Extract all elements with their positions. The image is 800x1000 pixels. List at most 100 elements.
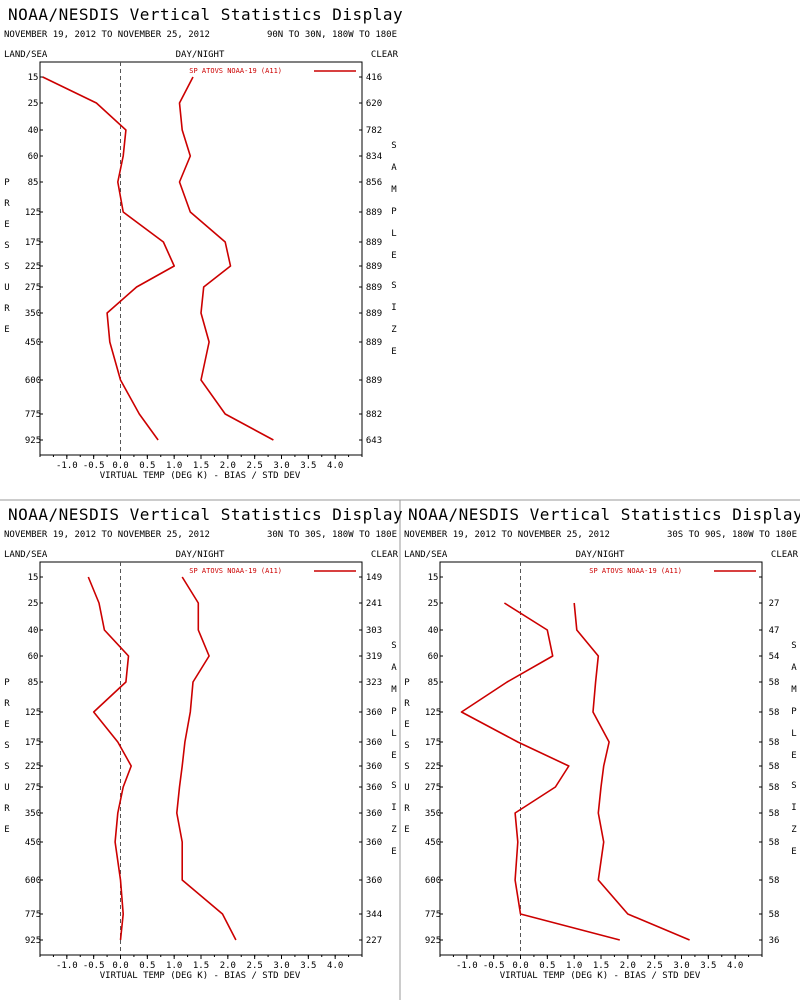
pressure-level-label: 25	[28, 99, 39, 109]
y2-axis-letter: M	[791, 685, 797, 695]
x-tick-label: 0.5	[539, 961, 555, 971]
region-label: 30S TO 90S, 180W TO 180E	[667, 530, 797, 540]
pressure-level-label: 350	[25, 809, 41, 819]
pressure-level-label: 85	[28, 678, 39, 688]
y-axis-letter: R	[4, 304, 10, 314]
land-sea-label: LAND/SEA	[404, 550, 448, 560]
y-axis-letter: R	[4, 699, 10, 709]
pressure-level-label: 775	[25, 910, 41, 920]
y2-axis-letter: I	[391, 803, 396, 813]
sample-size-label: 58	[769, 708, 780, 718]
y2-axis-letter: I	[791, 803, 796, 813]
y-axis-letter: R	[404, 699, 410, 709]
pressure-level-label: 600	[25, 876, 41, 886]
x-tick-label: -0.5	[83, 961, 105, 971]
y2-axis-letter: P	[391, 707, 397, 717]
sample-size-label: 360	[366, 876, 382, 886]
legend-label: SP ATOVS NOAA-19 (A11)	[189, 567, 282, 575]
y2-axis-letter: E	[791, 751, 796, 761]
panel-title: NOAA/NESDIS Vertical Statistics Display	[8, 5, 403, 24]
x-tick-label: 1.5	[193, 461, 209, 471]
region-label: 90N TO 30N, 180W TO 180E	[267, 30, 397, 40]
sample-size-label: 620	[366, 99, 382, 109]
y-axis-letter: S	[4, 741, 9, 751]
pressure-level-label: 275	[425, 783, 441, 793]
sample-size-label: 344	[366, 910, 382, 920]
x-tick-label: -1.0	[456, 961, 478, 971]
x-tick-label: 1.0	[566, 961, 582, 971]
x-tick-label: 1.0	[166, 961, 182, 971]
sample-size-label: 58	[769, 809, 780, 819]
sample-size-label: 643	[366, 436, 382, 446]
y-axis-letter: S	[404, 762, 409, 772]
y-axis-label: P R E S S U R E	[4, 178, 10, 335]
pressure-level-label: 275	[25, 783, 41, 793]
x-tick-label: 1.5	[593, 961, 609, 971]
sample-size-label: 58	[769, 678, 780, 688]
x-tick-label: 3.0	[273, 961, 289, 971]
sample-size-label: 58	[769, 876, 780, 886]
sample-size-label: 889	[366, 309, 382, 319]
x-tick-label: 0.0	[112, 961, 128, 971]
y2-axis-letter: S	[791, 641, 796, 651]
x-tick-label: 4.0	[327, 961, 343, 971]
pressure-level-label: 125	[425, 708, 441, 718]
sample-size-label: 58	[769, 762, 780, 772]
pressure-level-label: 25	[28, 599, 39, 609]
sample-size-label: 360	[366, 738, 382, 748]
x-tick-label: 2.0	[220, 461, 236, 471]
y-axis-letter: R	[4, 199, 10, 209]
day-night-label: DAY/NIGHT	[176, 550, 225, 560]
y2-axis-letter: A	[791, 663, 797, 673]
pressure-level-label: 775	[425, 910, 441, 920]
series-line-std-dev	[178, 76, 274, 441]
y2-axis-letter: A	[391, 163, 397, 173]
sample-size-label: 360	[366, 708, 382, 718]
x-tick-label: 1.0	[166, 461, 182, 471]
sample-size-label: 303	[366, 626, 382, 636]
y-axis-letter: E	[4, 720, 9, 730]
x-tick-label: 3.5	[700, 961, 716, 971]
x-tick-label: 1.5	[193, 961, 209, 971]
y2-axis-letter: S	[791, 781, 796, 791]
pressure-level-label: 350	[425, 809, 441, 819]
y2-axis-letter: E	[391, 347, 396, 357]
day-night-label: DAY/NIGHT	[576, 550, 625, 560]
pressure-level-label: 15	[428, 573, 439, 583]
y-axis-letter: U	[4, 783, 9, 793]
pressure-level-label: 85	[428, 678, 439, 688]
pressure-level-label: 15	[28, 573, 39, 583]
x-tick-label: 0.5	[139, 961, 155, 971]
sample-size-label: 58	[769, 738, 780, 748]
x-tick-label: -1.0	[56, 961, 78, 971]
sample-size-label: 889	[366, 376, 382, 386]
x-axis-label: VIRTUAL TEMP (DEG K) - BIAS / STD DEV	[100, 971, 301, 981]
clear-label: CLEAR	[771, 550, 799, 560]
y2-axis-label: S A M P L E S I Z E	[791, 641, 797, 857]
pressure-level-label: 60	[28, 152, 39, 162]
x-tick-label: 2.0	[620, 961, 636, 971]
sample-size-label: 27	[769, 599, 780, 609]
x-tick-label: 3.0	[273, 461, 289, 471]
y2-axis-letter: A	[391, 663, 397, 673]
sample-size-label: 36	[769, 936, 780, 946]
y2-axis-letter: M	[391, 685, 397, 695]
y2-axis-letter: S	[391, 141, 396, 151]
y2-axis-letter: Z	[791, 825, 797, 835]
y-axis-letter: U	[4, 283, 9, 293]
x-tick-label: 0.5	[139, 461, 155, 471]
clear-label: CLEAR	[371, 550, 399, 560]
y-axis-letter: P	[404, 678, 410, 688]
pressure-level-label: 25	[428, 599, 439, 609]
pressure-level-label: 15	[28, 73, 39, 83]
sample-size-label: 889	[366, 208, 382, 218]
x-tick-label: -0.5	[83, 461, 105, 471]
y2-axis-letter: E	[391, 251, 396, 261]
sample-size-label: 319	[366, 652, 382, 662]
sample-size-label: 856	[366, 178, 382, 188]
panel-title: NOAA/NESDIS Vertical Statistics Display	[8, 505, 403, 524]
x-tick-label: 2.0	[220, 961, 236, 971]
sample-size-label: 889	[366, 283, 382, 293]
pressure-level-label: 125	[25, 208, 41, 218]
sample-size-label: 782	[366, 126, 382, 136]
